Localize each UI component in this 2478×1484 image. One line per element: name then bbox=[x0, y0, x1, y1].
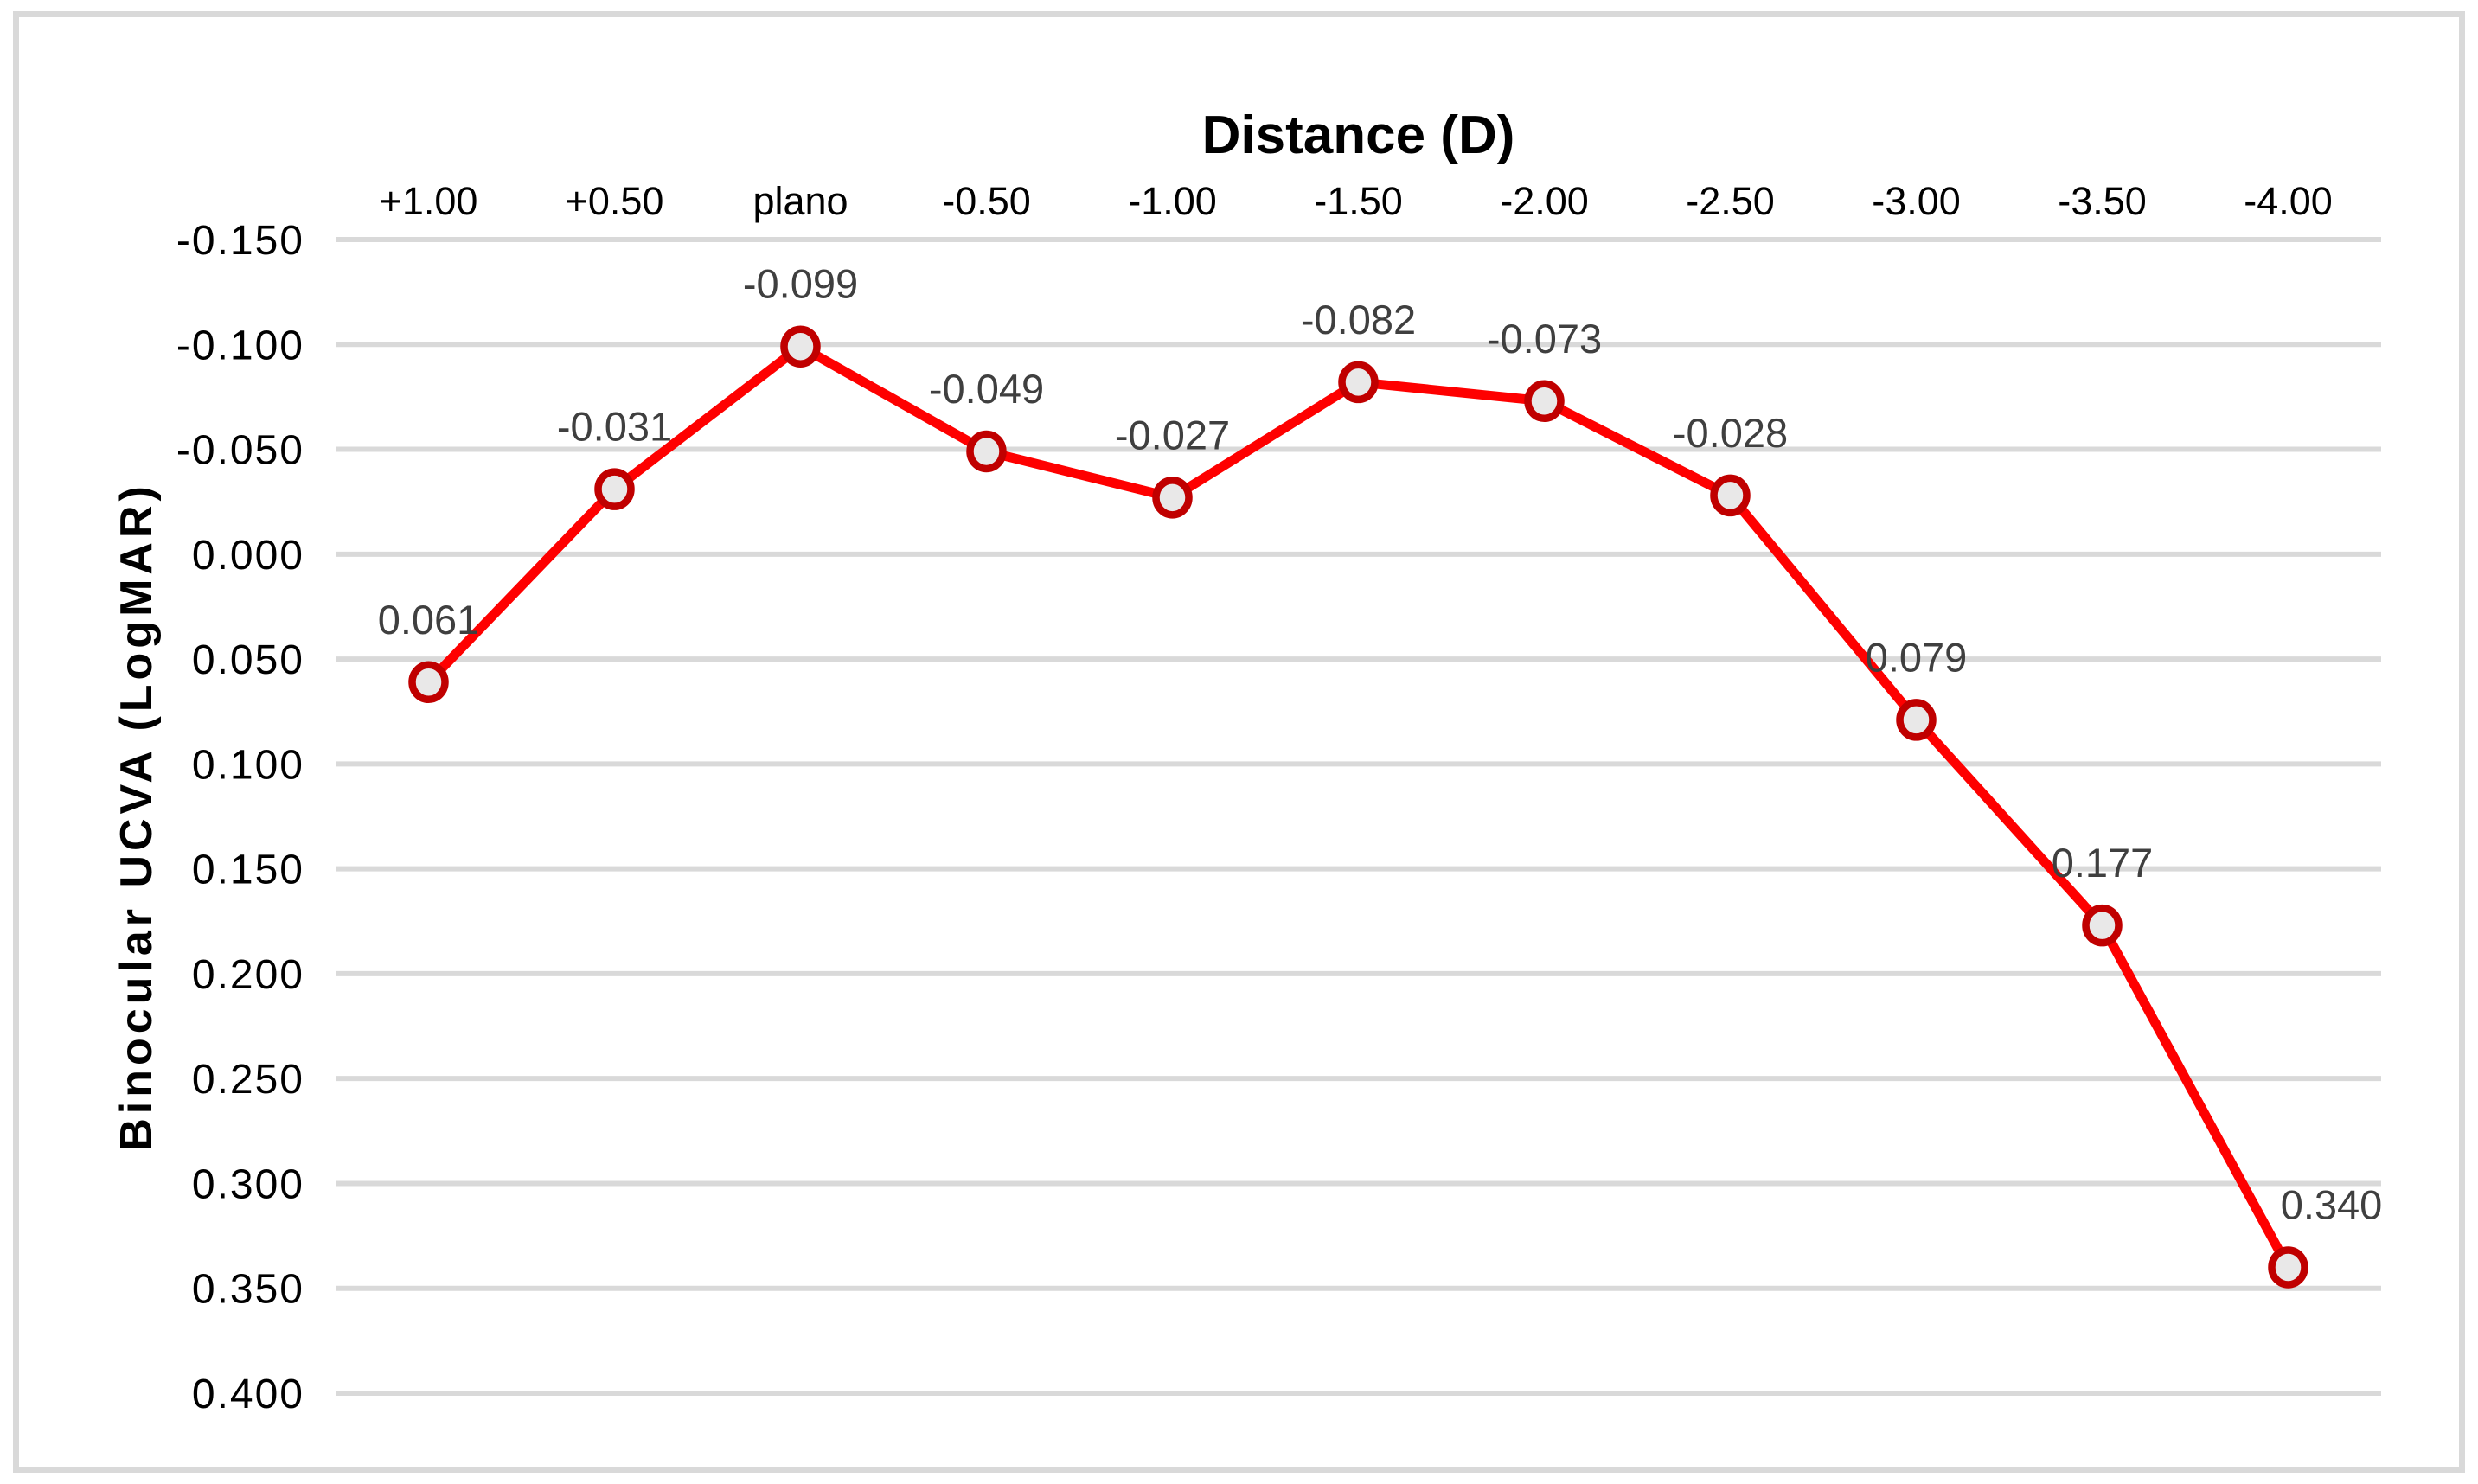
data-point-marker bbox=[780, 325, 821, 368]
y-tick-label: 0.050 bbox=[192, 637, 304, 683]
x-tick-label: -2.00 bbox=[1500, 179, 1589, 223]
data-point-label: -0.049 bbox=[929, 366, 1044, 412]
data-point-label: -0.028 bbox=[1673, 410, 1788, 456]
y-tick-label: -0.100 bbox=[176, 323, 304, 368]
data-point-marker bbox=[408, 661, 449, 704]
data-point-label: 0.061 bbox=[378, 597, 480, 643]
data-point-label: -0.099 bbox=[743, 261, 858, 307]
y-tick-label: 0.300 bbox=[192, 1161, 304, 1207]
data-point-marker bbox=[594, 468, 635, 510]
data-point-marker bbox=[2268, 1246, 2308, 1289]
series-line bbox=[424, 342, 2293, 1272]
x-tick-label: -3.50 bbox=[2058, 179, 2147, 223]
data-point-marker bbox=[966, 430, 1007, 473]
y-tick-label: -0.150 bbox=[176, 218, 304, 264]
x-tick-label: -0.50 bbox=[942, 179, 1031, 223]
data-point-label: -0.082 bbox=[1301, 297, 1416, 342]
data-point-marker bbox=[2082, 904, 2123, 947]
data-point-label: 0.340 bbox=[2281, 1181, 2383, 1227]
x-tick-label: -3.00 bbox=[1872, 179, 1961, 223]
y-tick-label: -0.050 bbox=[176, 428, 304, 474]
y-tick-label: 0.400 bbox=[192, 1372, 304, 1417]
data-point-marker bbox=[1338, 361, 1379, 404]
y-tick-label: 0.250 bbox=[192, 1057, 304, 1103]
y-tick-label: 0.100 bbox=[192, 742, 304, 788]
data-point-label: -0.027 bbox=[1115, 412, 1230, 457]
x-tick-label: -1.00 bbox=[1128, 179, 1217, 223]
chart-frame-border bbox=[13, 11, 2465, 1473]
x-tick-label: plano bbox=[752, 179, 848, 223]
data-point-label: 0.079 bbox=[1866, 634, 1968, 680]
x-tick-label: -2.50 bbox=[1686, 179, 1775, 223]
data-point-marker bbox=[1896, 699, 1937, 741]
x-tick-label: -4.00 bbox=[2244, 179, 2333, 223]
data-point-label: -0.073 bbox=[1487, 316, 1602, 361]
data-point-marker bbox=[1710, 474, 1751, 517]
data-point-marker bbox=[1524, 380, 1565, 423]
data-point-label: -0.031 bbox=[557, 404, 672, 450]
x-tick-label: +0.50 bbox=[566, 179, 664, 223]
chart-title: Distance (D) bbox=[1201, 106, 1515, 165]
y-tick-label: 0.200 bbox=[192, 952, 304, 998]
y-tick-label: 0.150 bbox=[192, 848, 304, 893]
data-point-marker bbox=[1152, 477, 1193, 519]
y-tick-label: 0.350 bbox=[192, 1267, 304, 1313]
data-point-label: 0.177 bbox=[2052, 840, 2154, 886]
x-tick-label: -1.50 bbox=[1314, 179, 1403, 223]
x-tick-label: +1.00 bbox=[380, 179, 478, 223]
y-tick-label: 0.000 bbox=[192, 533, 304, 579]
